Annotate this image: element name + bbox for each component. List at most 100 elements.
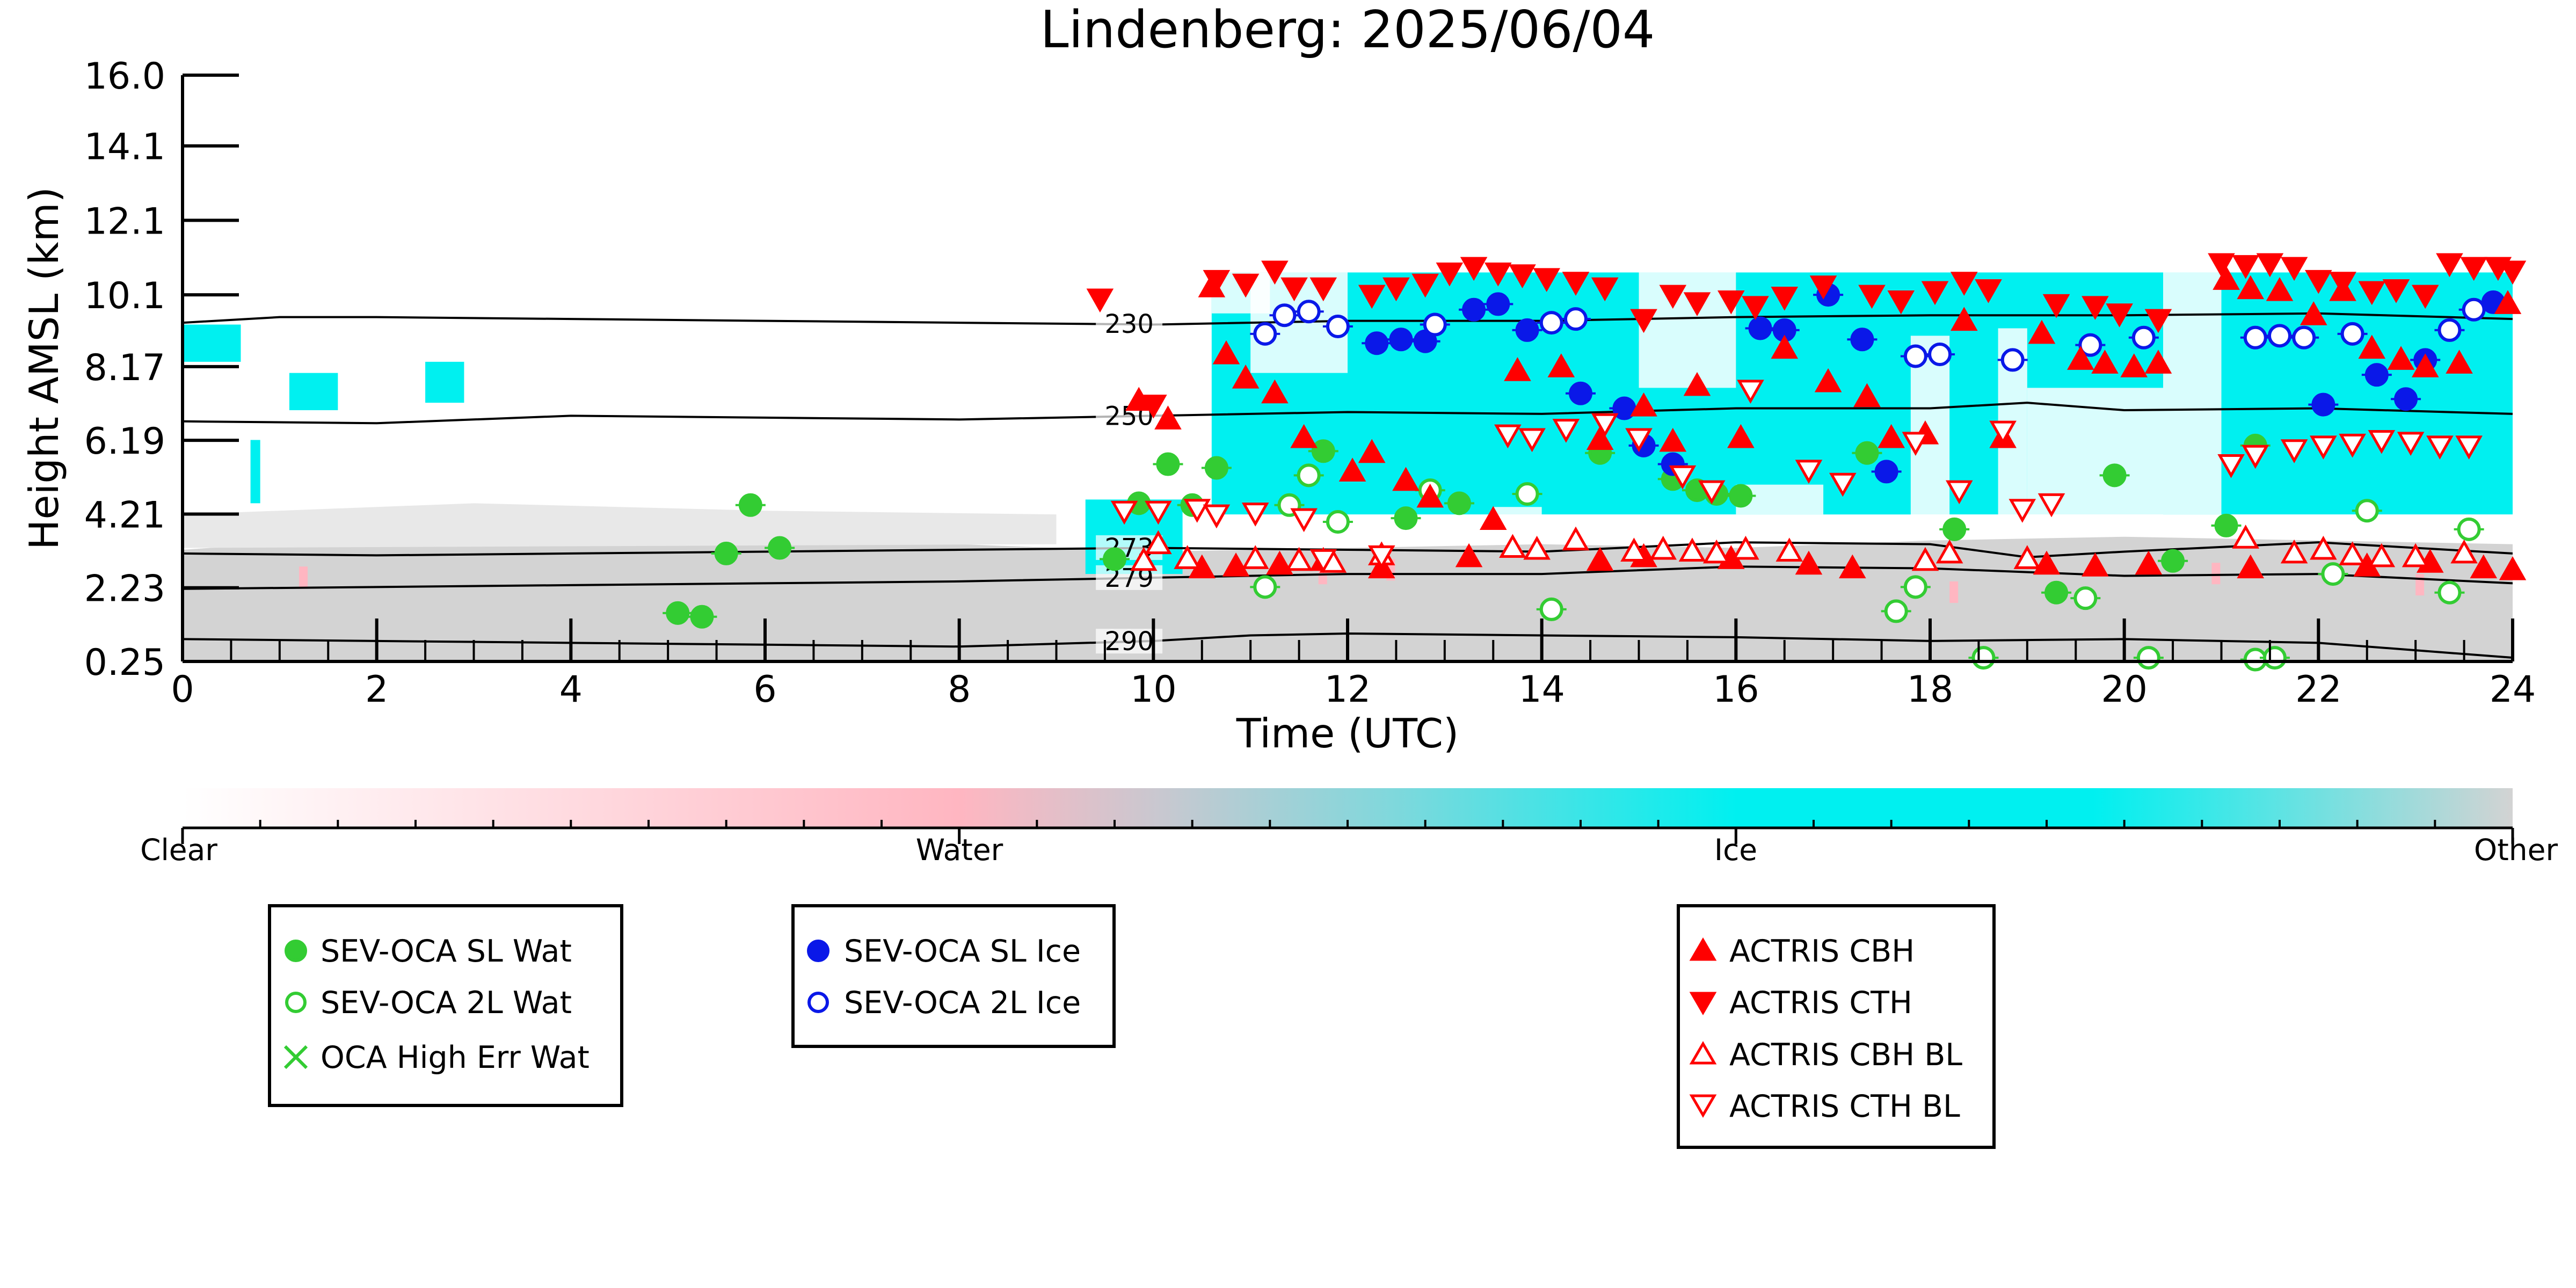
point-triangle-down bbox=[2042, 294, 2070, 318]
point-triangle-up bbox=[1392, 467, 1420, 491]
contour-line bbox=[183, 541, 2513, 558]
legend-entry-cth: ACTRIS CTH bbox=[1689, 985, 1912, 1021]
point-triangle-down bbox=[2217, 454, 2245, 478]
point-triangle-down bbox=[2426, 435, 2454, 460]
point-triangle-down bbox=[2082, 296, 2109, 320]
point-triangle-up bbox=[2446, 350, 2473, 374]
point-filled-circle bbox=[1447, 491, 1471, 515]
point-triangle-up bbox=[1659, 427, 1687, 452]
point-triangle-down bbox=[1533, 268, 1561, 292]
point-filled-circle bbox=[1855, 441, 1879, 465]
point-triangle-down bbox=[1630, 309, 1657, 333]
point-triangle-up bbox=[1620, 537, 1648, 562]
point-open-circle bbox=[2243, 325, 2267, 350]
point-triangle-up bbox=[2266, 277, 2294, 301]
point-triangle-up bbox=[2310, 535, 2337, 560]
point-triangle-up bbox=[1504, 357, 1531, 381]
point-open-circle bbox=[1253, 322, 1277, 346]
point-triangle-up bbox=[1727, 424, 1755, 448]
point-triangle-down bbox=[1232, 273, 1260, 298]
point-triangle-up bbox=[1586, 426, 1614, 450]
point-open-circle bbox=[2340, 322, 2364, 346]
point-filled-circle bbox=[1748, 316, 1772, 340]
point-filled-circle bbox=[714, 541, 738, 565]
point-filled-circle bbox=[1850, 328, 1874, 352]
legend-water-box bbox=[268, 904, 623, 1107]
point-triangle-down bbox=[2242, 445, 2269, 469]
point-triangle-down bbox=[1367, 545, 1395, 570]
point-triangle-up bbox=[1649, 535, 1677, 560]
legend-entry-high-err-wat: OCA High Err Wat bbox=[283, 1040, 590, 1075]
point-triangle-up bbox=[1154, 405, 1182, 430]
y-tick-label: 14.1 bbox=[84, 126, 165, 169]
point-filled-circle bbox=[1204, 456, 1228, 480]
point-filled-circle bbox=[738, 493, 762, 517]
point-triangle-up bbox=[2494, 290, 2522, 314]
point-triangle-up bbox=[1795, 550, 1823, 575]
point-filled-circle bbox=[1394, 506, 1418, 530]
point-triangle-down bbox=[1552, 419, 1580, 443]
point-open-circle bbox=[2457, 517, 2481, 541]
point-triangle-up bbox=[2213, 266, 2240, 290]
y-tick-label: 16.0 bbox=[84, 55, 165, 98]
x-tick-label: 4 bbox=[559, 668, 583, 711]
point-triangle-up bbox=[1290, 424, 1318, 448]
point-filled-circle bbox=[2311, 392, 2335, 417]
chart-title: Lindenberg: 2025/06/04 bbox=[1040, 1, 1655, 60]
point-filled-circle bbox=[1942, 517, 1967, 541]
colorbar-label-water: Water bbox=[916, 833, 1003, 867]
point-triangle-up bbox=[2280, 539, 2308, 564]
y-tick-label: 10.1 bbox=[84, 275, 165, 317]
legend-label: SEV-OCA 2L Ice bbox=[844, 985, 1081, 1021]
point-triangle-down bbox=[2460, 257, 2487, 281]
point-triangle-down bbox=[1110, 500, 1138, 525]
point-triangle-down bbox=[1436, 262, 1464, 287]
point-triangle-down bbox=[2436, 253, 2463, 278]
point-triangle-down bbox=[2280, 257, 2308, 281]
point-triangle-up bbox=[1222, 552, 1250, 577]
point-triangle-up bbox=[1479, 506, 1507, 530]
point-triangle-down bbox=[2009, 499, 2036, 523]
point-triangle-down bbox=[1829, 472, 1857, 497]
legend-marker-open-triangle-down bbox=[1689, 1094, 1717, 1118]
x-tick-label: 0 bbox=[171, 668, 194, 711]
point-open-circle bbox=[2437, 318, 2462, 342]
contour-label-bg bbox=[1096, 311, 1163, 337]
point-triangle-down bbox=[1203, 270, 1231, 294]
water-pixel bbox=[2211, 563, 2221, 585]
point-open-circle bbox=[1326, 315, 1350, 338]
point-filled-circle bbox=[1486, 292, 1510, 316]
point-triangle-down bbox=[1737, 380, 1764, 404]
point-filled-circle bbox=[1569, 381, 1592, 405]
colorbar-ticks bbox=[181, 820, 2514, 844]
legend-entry-cbh-bl: ACTRIS CBH BL bbox=[1689, 1037, 1962, 1073]
legend-ice: SEV-OCA SL Ice SEV-OCA 2L Ice bbox=[791, 904, 1116, 1048]
point-triangle-down bbox=[2208, 253, 2235, 278]
legend-entry-cth-bl: ACTRIS CTH BL bbox=[1689, 1089, 1960, 1124]
legend-water: SEV-OCA SL Wat SEV-OCA 2L Wat OCA High E… bbox=[268, 904, 623, 1107]
contour-line bbox=[183, 565, 2513, 590]
point-triangle-down bbox=[1382, 277, 1410, 302]
point-triangle-up bbox=[2232, 525, 2260, 549]
point-triangle-down bbox=[1411, 273, 1439, 298]
point-filled-circle bbox=[1729, 484, 1753, 508]
point-open-circle bbox=[2437, 580, 2462, 605]
point-triangle-down bbox=[2397, 432, 2425, 456]
point-triangle-up bbox=[1771, 334, 1799, 359]
point-triangle-up bbox=[1261, 379, 1289, 404]
legend-entry-2l-wat: SEV-OCA 2L Wat bbox=[285, 985, 572, 1021]
point-open-circle bbox=[1515, 482, 1539, 506]
point-filled-circle bbox=[2394, 387, 2418, 411]
point-triangle-up bbox=[2387, 346, 2415, 370]
point-open-circle bbox=[2073, 586, 2098, 610]
point-triangle-down bbox=[1625, 428, 1653, 453]
point-open-circle bbox=[2355, 499, 2379, 523]
point-triangle-up bbox=[2450, 539, 2478, 564]
point-filled-circle bbox=[1612, 396, 1636, 420]
legend-marker-open-triangle-up bbox=[1689, 1041, 1717, 1065]
point-open-circle bbox=[2262, 646, 2287, 670]
clear-gap bbox=[1639, 272, 1736, 388]
point-triangle-up bbox=[2033, 550, 2061, 575]
point-triangle-down bbox=[2339, 433, 2366, 458]
y-axis-label: Height AMSL (km) bbox=[20, 187, 68, 550]
